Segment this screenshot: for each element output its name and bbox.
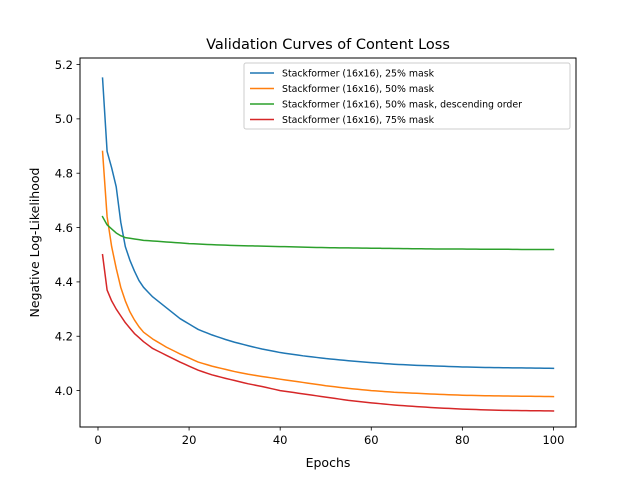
- legend-frame: [243, 62, 571, 130]
- y-tick-label: 4.6: [55, 221, 73, 235]
- series-layer: [101, 77, 555, 412]
- y-tick-label: 4.2: [55, 330, 73, 344]
- series-line-2: [101, 150, 555, 398]
- x-tick-label: 60: [364, 433, 379, 447]
- x-axis-ticks: 0 20 40 60 80 100: [94, 427, 564, 447]
- x-tick-label: 80: [455, 433, 470, 447]
- legend-label-4: Stackformer (16x16), 75% mask: [282, 115, 435, 126]
- y-axis-label: Negative Log-Likelihood: [27, 168, 42, 318]
- legend: Stackformer (16x16), 25% mask Stackformer…: [243, 62, 571, 130]
- y-tick-label: 4.4: [55, 275, 73, 289]
- y-axis-ticks: 4.0 4.2 4.4 4.6 4.8 5.0 5.2: [55, 58, 80, 398]
- legend-label-2: Stackformer (16x16), 50% mask: [282, 84, 435, 95]
- y-tick-label: 5.2: [55, 58, 73, 72]
- x-tick-label: 0: [94, 433, 101, 447]
- x-tick-label: 20: [182, 433, 197, 447]
- legend-label-1: Stackformer (16x16), 25% mask: [282, 68, 435, 79]
- series-line-3: [101, 215, 555, 251]
- series-line-4: [101, 253, 555, 412]
- x-tick-label: 100: [542, 433, 564, 447]
- x-axis-label: Epochs: [306, 455, 351, 470]
- series-line-1: [101, 77, 555, 370]
- plot-frame: [79, 57, 577, 428]
- y-tick-label: 4.0: [55, 384, 73, 398]
- legend-label-3: Stackformer (16x16), 50% mask, descendin…: [282, 99, 522, 110]
- y-tick-label: 5.0: [55, 112, 73, 126]
- x-tick-label: 40: [273, 433, 288, 447]
- y-tick-label: 4.8: [55, 167, 73, 181]
- chart-title: Validation Curves of Content Loss: [206, 37, 450, 53]
